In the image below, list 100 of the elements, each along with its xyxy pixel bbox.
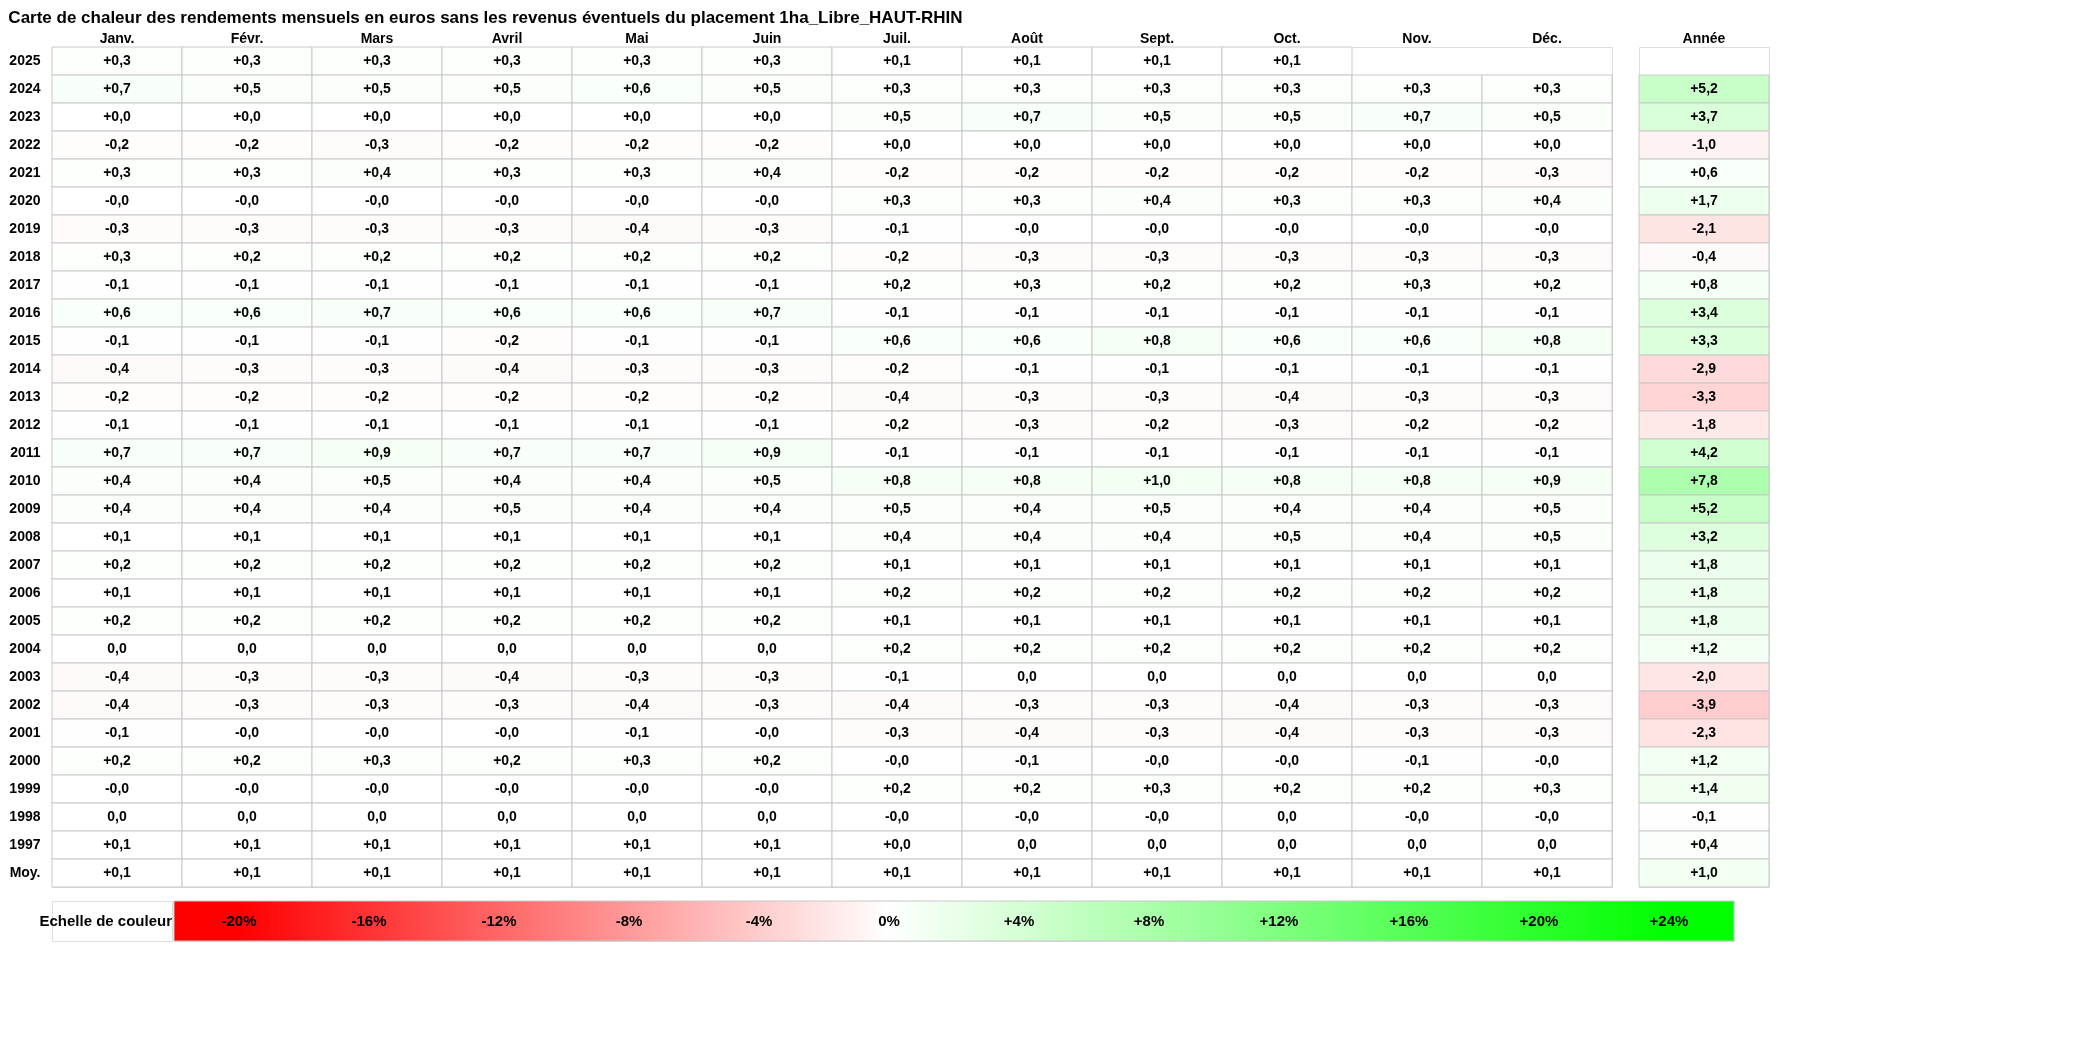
data-label: -0,3: [1534, 248, 1560, 264]
data-label: +0,8: [1273, 472, 1302, 488]
data-label: -0,2: [754, 136, 780, 152]
data-label: -0,3: [364, 360, 390, 376]
data-label: -0,2: [754, 388, 780, 404]
y-tick-label: 2014: [9, 360, 41, 376]
data-label: -0,1: [1014, 360, 1040, 376]
y-tick-label: 2006: [9, 584, 41, 600]
data-label: 0,0: [107, 640, 127, 656]
data-label: 0,0: [1147, 668, 1167, 684]
data-label: +0,7: [103, 444, 132, 460]
data-label: -2,3: [1691, 724, 1717, 740]
data-label: -1,8: [1691, 416, 1717, 432]
data-label: -0,1: [494, 416, 520, 432]
data-label: +0,2: [493, 556, 522, 572]
data-label: +0,4: [363, 164, 392, 180]
color-bar-label: -12%: [481, 912, 517, 929]
data-label: -0,1: [1404, 752, 1430, 768]
x-tick-label: Août: [1011, 29, 1044, 46]
y-tick-label: 2010: [9, 472, 41, 488]
data-label: -0,4: [884, 696, 910, 712]
data-label: -0,0: [1404, 808, 1430, 824]
data-label: +0,3: [1273, 192, 1302, 208]
data-label: +0,1: [753, 864, 782, 880]
x-tick-label: Févr.: [230, 29, 264, 46]
data-label: +0,4: [1143, 192, 1172, 208]
data-label: +0,4: [103, 472, 132, 488]
y-tick-label: 2025: [9, 52, 41, 68]
data-label: +0,3: [1533, 80, 1562, 96]
data-label: -0,3: [754, 220, 780, 236]
data-label: 0,0: [1017, 836, 1037, 852]
data-label: +0,1: [233, 836, 262, 852]
data-label: +0,1: [493, 528, 522, 544]
data-label: +0,1: [363, 836, 392, 852]
data-label: +1,2: [1690, 640, 1719, 656]
data-label: -0,1: [1274, 444, 1300, 460]
data-label: -0,4: [884, 388, 910, 404]
x-tick-label: Juil.: [882, 29, 912, 46]
data-label: -0,3: [754, 668, 780, 684]
data-label: -0,0: [234, 724, 260, 740]
data-label: +0,5: [493, 500, 522, 516]
data-label: +0,2: [1013, 584, 1042, 600]
data-label: -0,0: [754, 192, 780, 208]
data-label: -0,0: [364, 780, 390, 796]
data-label: +0,2: [233, 752, 262, 768]
data-label: +0,1: [1143, 52, 1172, 68]
data-label: 0,0: [1277, 668, 1297, 684]
y-tick-label: 2009: [9, 500, 41, 516]
data-label: +0,1: [1273, 556, 1302, 572]
data-label: +0,3: [1143, 780, 1172, 796]
data-label: +0,3: [883, 80, 912, 96]
y-tick-label: 2023: [9, 108, 41, 124]
data-label: -0,2: [494, 388, 520, 404]
data-label: +0,5: [1533, 500, 1562, 516]
data-label: +0,0: [883, 136, 912, 152]
data-label: -0,1: [1404, 444, 1430, 460]
data-label: -0,0: [234, 780, 260, 796]
data-label: -0,3: [494, 220, 520, 236]
data-label: +0,3: [233, 164, 262, 180]
data-label: +0,6: [1273, 332, 1302, 348]
data-label: -0,0: [624, 192, 650, 208]
data-label: 0,0: [757, 640, 777, 656]
data-label: +0,6: [623, 80, 652, 96]
data-label: +0,4: [493, 472, 522, 488]
data-label: +0,1: [103, 864, 132, 880]
data-label: +0,2: [103, 752, 132, 768]
data-label: +0,2: [103, 556, 132, 572]
data-label: +0,1: [1013, 556, 1042, 572]
data-label: -0,0: [884, 808, 910, 824]
data-label: 0,0: [1537, 668, 1557, 684]
data-label: +0,0: [883, 836, 912, 852]
data-label: +0,7: [363, 304, 392, 320]
data-label: -0,0: [234, 192, 260, 208]
data-label: +0,3: [1013, 192, 1042, 208]
data-label: +0,8: [1403, 472, 1432, 488]
data-label: -0,3: [1404, 724, 1430, 740]
color-bar-label: 0%: [878, 912, 900, 929]
data-label: +0,5: [753, 80, 782, 96]
x-tick-label: Juin: [752, 29, 782, 46]
data-label: +0,3: [1533, 780, 1562, 796]
data-label: +0,4: [1273, 500, 1302, 516]
data-label: +0,2: [1143, 276, 1172, 292]
data-label: -0,1: [754, 276, 780, 292]
data-label: +0,2: [363, 248, 392, 264]
data-label: -0,3: [1534, 696, 1560, 712]
data-label: -0,2: [884, 164, 910, 180]
data-label: 0,0: [1537, 836, 1557, 852]
data-label: +7,8: [1690, 472, 1719, 488]
data-label: +0,1: [1143, 864, 1172, 880]
data-label: -0,1: [104, 276, 130, 292]
data-label: +1,7: [1690, 192, 1719, 208]
y-tick-label: 2011: [10, 444, 41, 460]
x-tick-label: Mai: [625, 29, 649, 46]
data-label: +0,1: [493, 836, 522, 852]
data-label: +0,3: [623, 52, 652, 68]
data-label: -0,1: [1404, 360, 1430, 376]
data-label: +0,7: [1403, 108, 1432, 124]
data-label: -0,3: [234, 696, 260, 712]
data-label: -0,2: [104, 388, 130, 404]
data-label: +0,6: [103, 304, 132, 320]
